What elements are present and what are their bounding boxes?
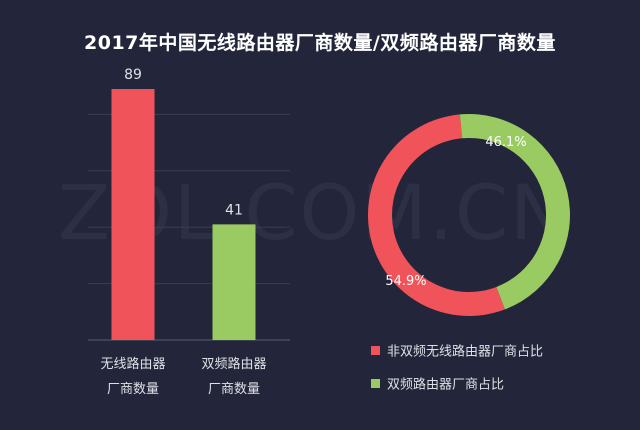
x-tick-label: 厂商数量 <box>208 382 260 397</box>
x-tick-label: 无线路由器 <box>100 356 165 372</box>
legend-label: 非双频无线路由器厂商占比 <box>387 344 543 360</box>
x-tick-label: 厂商数量 <box>107 382 159 397</box>
bar-value-label: 41 <box>225 202 243 218</box>
legend-swatch <box>371 379 380 388</box>
donut-slice <box>459 114 570 310</box>
bar-value-label: 89 <box>124 67 142 83</box>
slice-value-label: 54.9% <box>385 274 426 289</box>
bar <box>212 224 256 340</box>
x-tick-label: 双频路由器 <box>201 356 266 372</box>
bar <box>111 89 155 341</box>
donut-slice <box>367 114 505 316</box>
legend-label: 双频路由器厂商占比 <box>387 377 504 393</box>
chart-title: 2017年中国无线路由器厂商数量/双频路由器厂商数量 <box>84 32 556 54</box>
slice-value-label: 46.1% <box>485 135 526 150</box>
legend-swatch <box>371 346 380 355</box>
